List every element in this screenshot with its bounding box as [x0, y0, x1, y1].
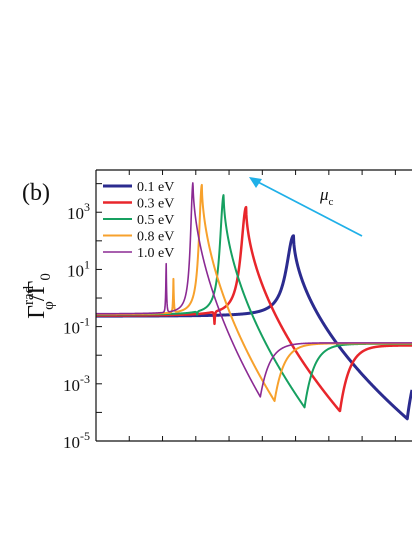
mu-arrow-line: [255, 180, 363, 237]
legend-label: 1.0 eV: [137, 246, 174, 261]
y-tick-label: 10-5: [63, 429, 90, 452]
legend-item: 0.5 eV: [103, 213, 174, 228]
legend-item: 1.0 eV: [103, 246, 174, 261]
series-line-5: [96, 182, 412, 398]
legend-label: 0.1 eV: [137, 180, 174, 195]
y-tick-label: 101: [67, 257, 90, 280]
plot-area: [95, 169, 412, 442]
legend: 0.1 eV 0.3 eV0.5 eV 0.8 eV1.0 eV: [103, 180, 174, 261]
legend-item: 0.3 eV: [103, 197, 174, 212]
legend-item: 0.8 eV: [103, 230, 174, 245]
legend-item: 0.1 eV: [103, 180, 174, 195]
y-label-sup: rad: [21, 285, 37, 305]
mu-annotation-label: μc: [319, 185, 334, 208]
y-tick-label: 10-3: [63, 372, 90, 395]
mu-annotation: μc: [249, 177, 363, 237]
svg-text:Γradφ/Γ0: Γradφ/Γ0: [21, 273, 57, 319]
y-label-sub: φ: [41, 301, 57, 310]
legend-label: 0.3 eV: [137, 197, 174, 212]
y-axis-label: Γradφ/Γ0: [21, 273, 57, 319]
y-axis-ticks: 103 101 10-1 10-3 10-5: [63, 183, 102, 452]
mu-arrow-head: [249, 177, 262, 188]
legend-label: 0.8 eV: [137, 230, 174, 245]
legend-label: 0.5 eV: [137, 213, 174, 228]
y-tick-label: 103: [67, 200, 90, 223]
y-label-tail-sub: 0: [38, 273, 54, 281]
y-tick-label: 10-1: [63, 315, 90, 338]
panel-label: (b): [22, 180, 50, 206]
y-label-tail: /Γ: [24, 281, 50, 302]
series-lines: [96, 182, 412, 421]
y-label-gamma: Γ: [24, 305, 50, 319]
